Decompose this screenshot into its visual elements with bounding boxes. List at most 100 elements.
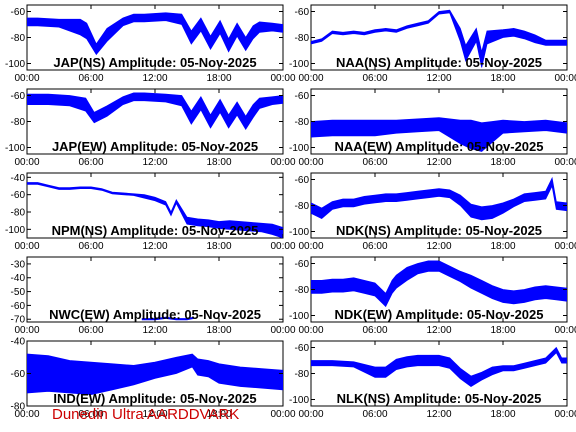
- chart-title: JAP(NS) Amplitude: 05-Nov-2025: [53, 55, 256, 70]
- series-1: [311, 117, 567, 152]
- amplitude-band: [27, 12, 283, 56]
- y-tick-label: -70: [11, 315, 26, 326]
- x-tick-label: 06:00: [78, 73, 103, 84]
- x-tick-label: 12:00: [426, 325, 451, 336]
- y-tick-label: -100: [289, 59, 309, 70]
- amplitude-trace: [311, 349, 567, 382]
- chart-panel-8: -60 -80 -100 00:00 06:00 12:00 18:00 00:00 NDK(E…: [289, 256, 576, 336]
- x-tick-label: 00:00: [554, 241, 576, 252]
- amplitude-trace: [311, 123, 567, 138]
- amplitude-trace: [311, 10, 567, 60]
- x-tick-label: 18:00: [206, 241, 231, 252]
- chart-title: IND(EW) Amplitude: 05-Nov-2025: [53, 391, 256, 406]
- x-tick-label: 00:00: [554, 157, 576, 168]
- y-tick-label: -100: [289, 227, 309, 238]
- x-tick-label: 00:00: [14, 325, 39, 336]
- amplitude-band: [311, 117, 567, 152]
- chart-title: NWC(EW) Amplitude: 05-Nov-2025: [49, 307, 261, 322]
- amplitude-band: [311, 260, 567, 308]
- y-tick-label: -60: [11, 7, 26, 18]
- x-tick-label: 12:00: [426, 409, 451, 420]
- y-tick-label: -60: [295, 7, 310, 18]
- x-tick-label: 12:00: [142, 325, 167, 336]
- x-tick-label: 06:00: [362, 409, 387, 420]
- series-1: [311, 346, 567, 387]
- x-tick-label: 00:00: [298, 409, 323, 420]
- x-tick-label: 06:00: [362, 241, 387, 252]
- x-tick-label: 12:00: [426, 241, 451, 252]
- chart-title: JAP(EW) Amplitude: 05-Nov-2025: [52, 139, 258, 154]
- x-tick-label: 00:00: [270, 325, 295, 336]
- x-tick-label: 12:00: [142, 241, 167, 252]
- y-tick-label: -60: [11, 91, 26, 102]
- x-tick-label: 12:00: [142, 409, 167, 420]
- amplitude-trace: [27, 182, 283, 234]
- x-tick-label: 06:00: [78, 409, 103, 420]
- series-1: [27, 92, 283, 131]
- y-tick-label: -80: [11, 117, 26, 128]
- x-tick-label: 18:00: [490, 409, 515, 420]
- amplitude-band: [311, 176, 567, 221]
- x-tick-label: 18:00: [490, 241, 515, 252]
- y-tick-label: -60: [295, 91, 310, 102]
- x-tick-label: 12:00: [142, 157, 167, 168]
- y-tick-label: -80: [295, 201, 310, 212]
- chart-title: NAA(NS) Amplitude: 05-Nov-2025: [336, 55, 542, 70]
- chart-title: NDK(NS) Amplitude: 05-Nov-2025: [336, 223, 542, 238]
- chart-panel-5: -40 -60 -80 -100 00:00 06:00 12:00 18:00 00:00 NP…: [5, 172, 296, 252]
- y-tick-label: -100: [289, 395, 309, 406]
- chart-panel-10: -60 -80 -100 00:00 06:00 12:00 18:00 00:00 NLK(N…: [289, 340, 576, 420]
- y-tick-label: -30: [11, 259, 26, 270]
- y-tick-label: -80: [295, 369, 310, 380]
- y-tick-label: -80: [11, 208, 26, 219]
- y-tick-label: -100: [289, 143, 309, 154]
- amplitude-band: [27, 92, 283, 131]
- y-tick-label: -50: [11, 287, 26, 298]
- x-tick-label: 18:00: [206, 409, 231, 420]
- y-tick-label: -100: [5, 225, 25, 236]
- y-tick-label: -80: [11, 33, 26, 44]
- amplitude-trace: [311, 265, 567, 301]
- x-tick-label: 00:00: [298, 157, 323, 168]
- amplitude-band: [311, 346, 567, 387]
- x-tick-label: 00:00: [270, 73, 295, 84]
- x-tick-label: 00:00: [298, 241, 323, 252]
- amplitude-trace: [311, 180, 567, 214]
- amplitude-trace: [27, 96, 283, 124]
- x-tick-label: 00:00: [270, 241, 295, 252]
- x-tick-label: 18:00: [206, 325, 231, 336]
- x-tick-label: 06:00: [78, 157, 103, 168]
- y-tick-label: -80: [295, 117, 310, 128]
- x-tick-label: 00:00: [298, 325, 323, 336]
- y-tick-label: -40: [11, 173, 26, 184]
- x-tick-label: 00:00: [14, 409, 39, 420]
- amplitude-band: [27, 182, 283, 238]
- chart-panel-1: -60 -80 -100 00:00 06:00 12:00 18:00 00:00 JAP(N…: [5, 4, 296, 84]
- chart-title: NLK(NS) Amplitude: 05-Nov-2025: [337, 391, 542, 406]
- x-tick-label: 06:00: [78, 325, 103, 336]
- chart-title: NDK(EW) Amplitude: 05-Nov-2025: [335, 307, 544, 322]
- y-tick-label: -60: [11, 190, 26, 201]
- series-1: [311, 260, 567, 308]
- series-1: [27, 12, 283, 56]
- series-1: [311, 9, 567, 68]
- y-tick-label: -60: [295, 259, 310, 270]
- x-tick-label: 00:00: [14, 157, 39, 168]
- x-tick-label: 12:00: [142, 73, 167, 84]
- amplitude-trace: [142, 317, 194, 320]
- y-tick-label: -100: [5, 143, 25, 154]
- x-tick-label: 06:00: [362, 73, 387, 84]
- amplitude-trace: [27, 359, 283, 381]
- x-tick-label: 18:00: [206, 157, 231, 168]
- chart-panel-2: -60 -80 -100 00:00 06:00 12:00 18:00 00:00 NAA(N…: [289, 4, 576, 84]
- amplitude-trace: [27, 16, 283, 51]
- y-tick-label: -60: [295, 343, 310, 354]
- x-tick-label: 00:00: [14, 241, 39, 252]
- x-tick-label: 00:00: [298, 73, 323, 84]
- station-footer: Dunedin Ultra AARDDVARK: [52, 406, 240, 423]
- chart-panel-6: -60 -80 -100 00:00 06:00 12:00 18:00 00:00 NDK(N…: [289, 172, 576, 252]
- y-tick-label: -60: [11, 369, 26, 380]
- y-tick-label: -60: [11, 301, 26, 312]
